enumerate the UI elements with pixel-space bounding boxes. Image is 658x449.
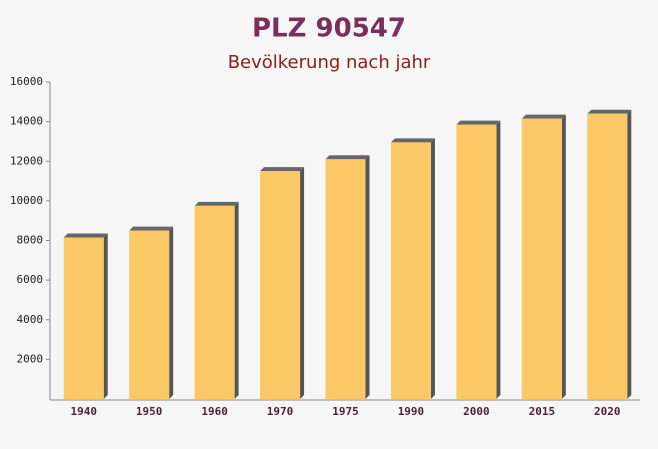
bar-side [300, 167, 305, 399]
y-tick-label: 14000 [10, 115, 43, 128]
bar [129, 230, 170, 399]
x-tick-label: 2000 [463, 405, 490, 418]
bar-side [561, 114, 566, 399]
y-tick-label: 10000 [10, 194, 43, 207]
chart-subtitle: Bevölkerung nach jahr [228, 52, 431, 73]
x-tick-label: 1960 [201, 405, 228, 418]
bar-side [365, 155, 370, 399]
chart-title: PLZ 90547 [252, 14, 406, 44]
bar [390, 142, 431, 399]
x-tick-label: 1950 [136, 405, 163, 418]
x-tick-label: 1975 [332, 405, 359, 418]
y-tick-label: 6000 [17, 273, 44, 286]
bar-top [521, 114, 566, 119]
bar-side [627, 109, 632, 399]
bar [194, 205, 235, 399]
bar [521, 118, 562, 399]
bar-side [169, 226, 174, 399]
bar [63, 237, 104, 399]
x-tick-label: 2015 [529, 405, 556, 418]
bar-top [325, 155, 370, 160]
y-tick-label: 8000 [17, 234, 44, 247]
bar-side [234, 201, 239, 399]
bar-top [390, 138, 435, 143]
x-tick-label: 1940 [70, 405, 97, 418]
bar [325, 159, 366, 399]
y-tick-label: 12000 [10, 154, 43, 167]
bar-top [260, 167, 305, 172]
x-tick-label: 1970 [267, 405, 294, 418]
bar-side [496, 120, 501, 400]
y-tick-label: 4000 [17, 313, 44, 326]
bar-top [63, 233, 108, 238]
y-tick-label: 16000 [10, 75, 43, 88]
bar [456, 124, 497, 400]
x-tick-label: 2020 [594, 405, 621, 418]
bar-top [129, 226, 174, 231]
bar [587, 113, 628, 399]
bar-side [430, 138, 435, 399]
y-tick-label: 2000 [17, 352, 44, 365]
bar-top [194, 201, 239, 206]
bar [260, 171, 301, 399]
bar-top [587, 109, 632, 114]
bar-side [103, 233, 108, 399]
bar-top [456, 120, 501, 125]
x-tick-label: 1990 [398, 405, 425, 418]
